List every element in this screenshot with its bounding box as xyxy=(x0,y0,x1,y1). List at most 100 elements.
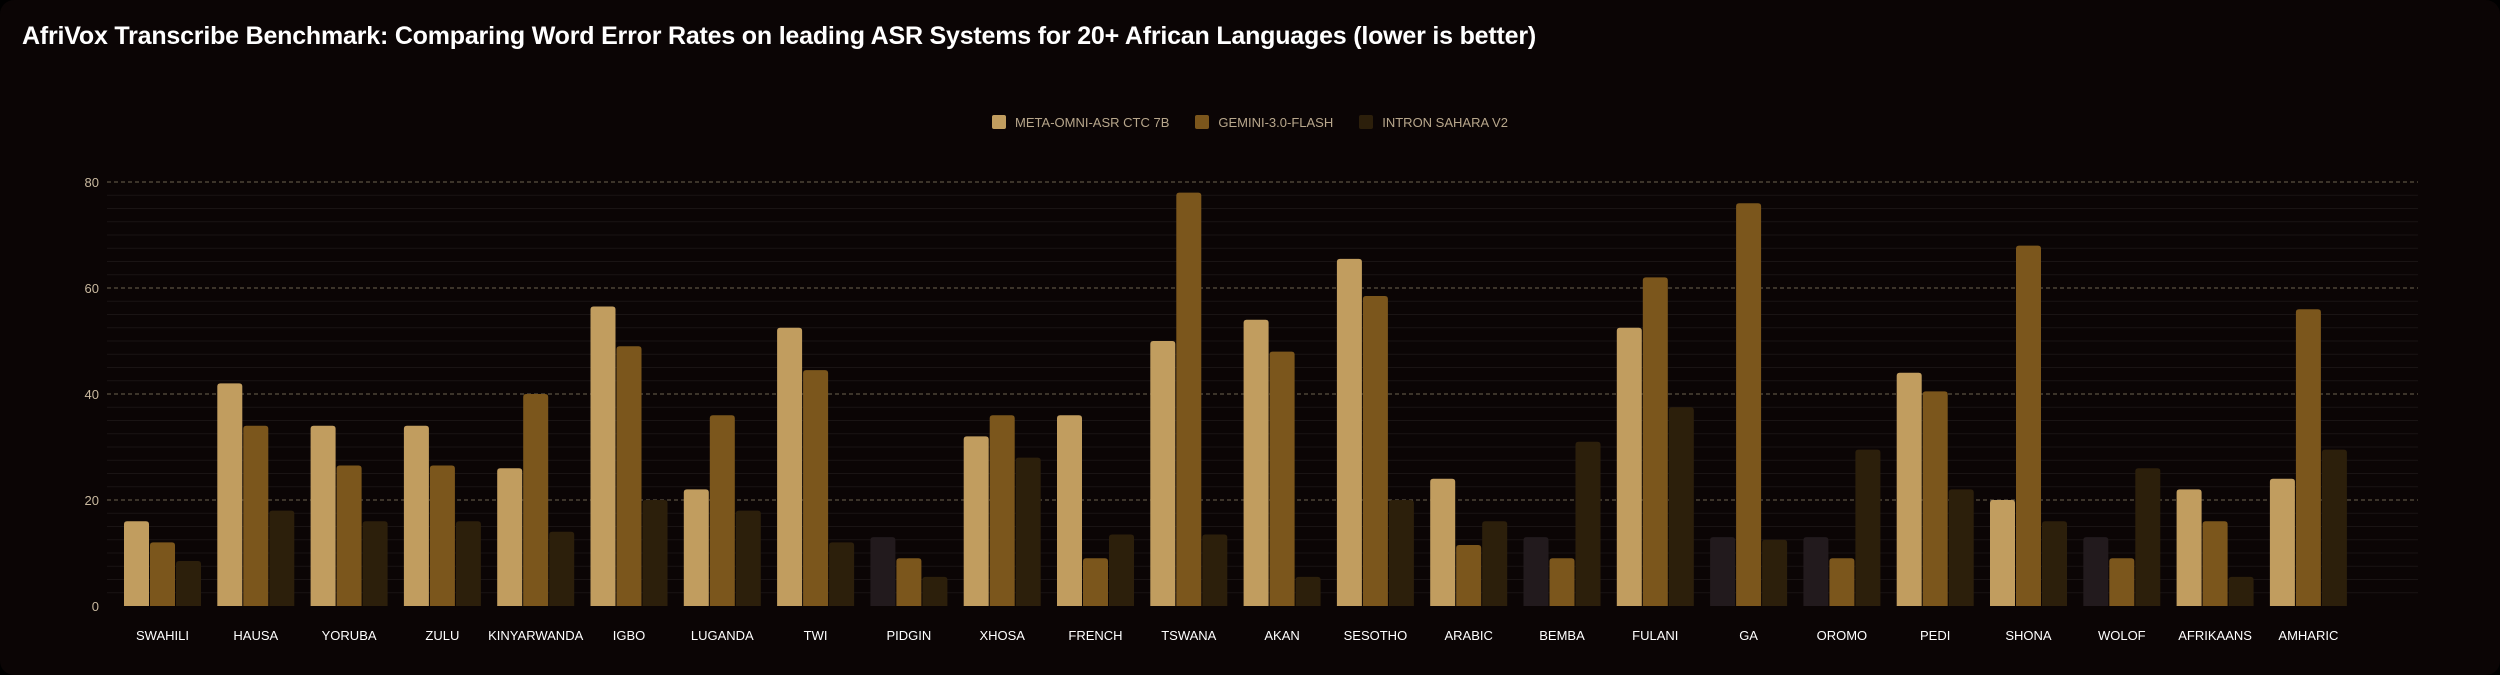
bar-intron-sahara-v2[interactable] xyxy=(1855,449,1881,606)
bar-meta-omni-asr-ctc-7b[interactable] xyxy=(683,489,709,606)
x-category-label: IGBO xyxy=(613,628,646,643)
bar-gemini-3-0-flash[interactable] xyxy=(1269,351,1295,606)
bar-intron-sahara-v2[interactable] xyxy=(1482,521,1508,606)
bar-gemini-3-0-flash[interactable] xyxy=(523,394,549,606)
y-tick-label: 60 xyxy=(85,281,99,296)
bar-meta-omni-asr-ctc-7b[interactable] xyxy=(497,468,523,606)
bar-gemini-3-0-flash[interactable] xyxy=(1549,558,1575,606)
bar-gemini-3-0-flash[interactable] xyxy=(1829,558,1855,606)
bar-intron-sahara-v2[interactable] xyxy=(2321,449,2347,606)
bar-gemini-3-0-flash[interactable] xyxy=(616,346,642,606)
bar-gemini-3-0-flash[interactable] xyxy=(150,542,175,606)
legend-label-meta: META-OMNI-ASR CTC 7B xyxy=(1015,114,1170,130)
x-category-label: FRENCH xyxy=(1068,628,1122,643)
bar-gemini-3-0-flash[interactable] xyxy=(2109,558,2135,606)
bar-meta-omni-asr-ctc-7b[interactable] xyxy=(124,521,149,606)
bar-gemini-3-0-flash[interactable] xyxy=(1642,277,1668,606)
bar-intron-sahara-v2[interactable] xyxy=(1295,576,1321,606)
legend-item-meta[interactable]: META-OMNI-ASR CTC 7B xyxy=(992,115,1169,130)
bar-gemini-3-0-flash[interactable] xyxy=(1176,192,1202,606)
bar-intron-sahara-v2[interactable] xyxy=(1668,407,1694,606)
bar-intron-sahara-v2[interactable] xyxy=(269,510,295,606)
y-tick-label: 80 xyxy=(85,175,99,190)
bar-intron-sahara-v2[interactable] xyxy=(922,576,948,606)
bar-gemini-3-0-flash[interactable] xyxy=(2295,309,2321,606)
bar-gemini-3-0-flash[interactable] xyxy=(1456,545,1482,606)
bar-gemini-3-0-flash[interactable] xyxy=(896,558,922,606)
x-category-label: FULANI xyxy=(1632,628,1678,643)
bar-intron-sahara-v2[interactable] xyxy=(829,542,855,606)
bar-gemini-3-0-flash[interactable] xyxy=(709,415,735,606)
legend-label-intron: INTRON SAHARA V2 xyxy=(1382,114,1508,130)
x-category-label: ZULU xyxy=(425,628,459,643)
bar-gemini-3-0-flash[interactable] xyxy=(989,415,1015,606)
bar-meta-omni-asr-ctc-7b[interactable] xyxy=(1243,319,1269,606)
legend-item-gemini[interactable]: GEMINI-3.0-FLASH xyxy=(1195,115,1333,130)
bar-meta-omni-asr-ctc-7b[interactable] xyxy=(217,383,243,606)
bar-placeholder[interactable] xyxy=(1523,537,1549,606)
chart-title: AfriVox Transcribe Benchmark: Comparing … xyxy=(22,22,1536,50)
bar-meta-omni-asr-ctc-7b[interactable] xyxy=(1057,415,1082,606)
x-category-label: GA xyxy=(1739,628,1758,643)
bar-intron-sahara-v2[interactable] xyxy=(1202,534,1228,606)
bar-meta-omni-asr-ctc-7b[interactable] xyxy=(1150,341,1176,606)
x-category-label: WOLOF xyxy=(2098,628,2146,643)
bar-placeholder[interactable] xyxy=(1803,537,1829,606)
bar-meta-omni-asr-ctc-7b[interactable] xyxy=(2176,489,2202,606)
bar-intron-sahara-v2[interactable] xyxy=(2228,576,2254,606)
bar-meta-omni-asr-ctc-7b[interactable] xyxy=(1430,478,1456,606)
bar-placeholder[interactable] xyxy=(870,537,896,606)
x-category-label: PEDI xyxy=(1920,628,1950,643)
bar-meta-omni-asr-ctc-7b[interactable] xyxy=(963,436,989,606)
bar-gemini-3-0-flash[interactable] xyxy=(803,370,829,606)
x-category-label: AKAN xyxy=(1264,628,1299,643)
bar-gemini-3-0-flash[interactable] xyxy=(1362,295,1388,606)
bar-placeholder[interactable] xyxy=(2083,537,2109,606)
x-category-label: AMHARIC xyxy=(2278,628,2338,643)
bar-meta-omni-asr-ctc-7b[interactable] xyxy=(403,425,429,606)
bar-meta-omni-asr-ctc-7b[interactable] xyxy=(590,306,616,606)
x-category-label: SESOTHO xyxy=(1344,628,1408,643)
bar-gemini-3-0-flash[interactable] xyxy=(1922,391,1948,606)
bar-intron-sahara-v2[interactable] xyxy=(1575,441,1601,606)
bar-intron-sahara-v2[interactable] xyxy=(549,531,575,606)
bar-meta-omni-asr-ctc-7b[interactable] xyxy=(1616,327,1642,606)
legend-item-intron[interactable]: INTRON SAHARA V2 xyxy=(1359,115,1508,130)
bar-intron-sahara-v2[interactable] xyxy=(1015,457,1041,606)
bar-gemini-3-0-flash[interactable] xyxy=(1083,558,1108,606)
bar-meta-omni-asr-ctc-7b[interactable] xyxy=(777,327,803,606)
x-category-label: ARABIC xyxy=(1444,628,1492,643)
bar-intron-sahara-v2[interactable] xyxy=(362,521,388,606)
bar-gemini-3-0-flash[interactable] xyxy=(243,425,269,606)
bar-intron-sahara-v2[interactable] xyxy=(2135,468,2161,606)
bar-intron-sahara-v2[interactable] xyxy=(455,521,481,606)
bar-intron-sahara-v2[interactable] xyxy=(642,500,668,606)
x-category-label: PIDGIN xyxy=(887,628,932,643)
x-category-label: SHONA xyxy=(2005,628,2052,643)
bar-intron-sahara-v2[interactable] xyxy=(735,510,761,606)
bar-gemini-3-0-flash[interactable] xyxy=(336,465,362,606)
bar-intron-sahara-v2[interactable] xyxy=(1109,534,1134,606)
bar-meta-omni-asr-ctc-7b[interactable] xyxy=(1990,500,2015,606)
bar-intron-sahara-v2[interactable] xyxy=(1388,500,1414,606)
bar-intron-sahara-v2[interactable] xyxy=(1948,489,1974,606)
bar-gemini-3-0-flash[interactable] xyxy=(2202,521,2228,606)
bar-meta-omni-asr-ctc-7b[interactable] xyxy=(1336,258,1362,606)
bar-gemini-3-0-flash[interactable] xyxy=(1736,203,1762,606)
bar-intron-sahara-v2[interactable] xyxy=(176,560,201,606)
bar-meta-omni-asr-ctc-7b[interactable] xyxy=(310,425,336,606)
legend: META-OMNI-ASR CTC 7B GEMINI-3.0-FLASH IN… xyxy=(0,112,2500,132)
x-category-label: HAUSA xyxy=(233,628,278,643)
bar-placeholder[interactable] xyxy=(1710,537,1736,606)
x-category-label: SWAHILI xyxy=(136,628,189,643)
x-category-label: OROMO xyxy=(1817,628,1868,643)
bar-meta-omni-asr-ctc-7b[interactable] xyxy=(2269,478,2295,606)
bar-intron-sahara-v2[interactable] xyxy=(2042,521,2067,606)
legend-swatch-gemini xyxy=(1195,115,1210,129)
bar-gemini-3-0-flash[interactable] xyxy=(2016,245,2041,606)
bar-gemini-3-0-flash[interactable] xyxy=(429,465,455,606)
bar-meta-omni-asr-ctc-7b[interactable] xyxy=(1896,372,1922,606)
bar-intron-sahara-v2[interactable] xyxy=(1762,539,1788,606)
